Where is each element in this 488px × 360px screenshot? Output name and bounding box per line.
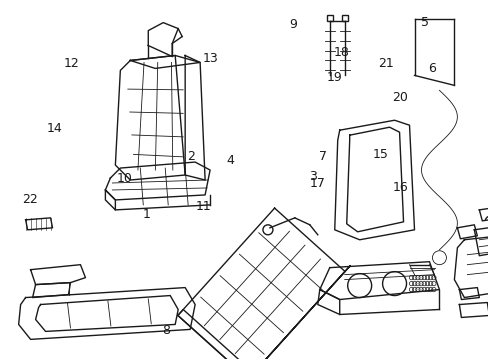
Bar	[341, 15, 347, 21]
Text: 7: 7	[318, 150, 326, 163]
Text: 6: 6	[427, 62, 435, 75]
Text: 5: 5	[420, 16, 428, 29]
Text: 19: 19	[326, 71, 342, 84]
Text: 22: 22	[22, 193, 38, 206]
Text: 14: 14	[46, 122, 62, 135]
Text: 18: 18	[333, 46, 349, 59]
Text: 11: 11	[195, 201, 210, 213]
Text: 20: 20	[392, 91, 407, 104]
Text: 17: 17	[309, 177, 325, 190]
Text: 10: 10	[117, 172, 133, 185]
Text: 16: 16	[392, 181, 407, 194]
Text: 1: 1	[143, 208, 151, 221]
Text: 15: 15	[372, 148, 388, 161]
Bar	[326, 15, 332, 21]
Text: 21: 21	[377, 57, 393, 70]
Text: 12: 12	[63, 57, 79, 70]
Text: 2: 2	[186, 150, 194, 163]
Text: 13: 13	[202, 51, 218, 64]
Text: 9: 9	[289, 18, 297, 31]
Text: 4: 4	[225, 154, 233, 167]
Text: 8: 8	[162, 324, 170, 337]
Text: 3: 3	[308, 170, 316, 183]
